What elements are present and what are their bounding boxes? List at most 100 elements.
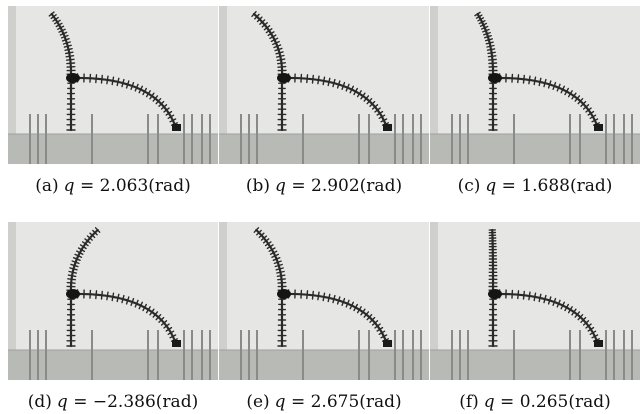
- segment-ring: [589, 114, 597, 120]
- caption-equals: =: [73, 392, 88, 412]
- segment-ring: [380, 118, 388, 123]
- segment-ring: [262, 238, 270, 244]
- segment-ring: [67, 278, 77, 281]
- segment-ring: [267, 31, 275, 37]
- caption-equals: =: [79, 176, 95, 196]
- segment-ring: [528, 291, 531, 301]
- caption-equals: =: [500, 392, 515, 412]
- segment-ring: [272, 257, 281, 261]
- segment-ring: [475, 14, 483, 19]
- segment-ring: [360, 308, 366, 316]
- segment-ring: [479, 22, 488, 27]
- segment-ring: [160, 104, 168, 110]
- segment-ring: [580, 100, 587, 107]
- floor: [430, 350, 640, 380]
- segment-ring: [266, 244, 274, 250]
- caption-value: 1.688: [521, 176, 570, 196]
- robot-photo-drawing: [430, 222, 640, 380]
- segment-ring: [374, 323, 381, 329]
- segment-ring: [163, 323, 170, 329]
- caption-variable: q: [63, 176, 75, 196]
- segment-ring: [167, 114, 175, 120]
- segment-ring: [353, 303, 359, 312]
- segment-ring: [376, 326, 384, 332]
- segment-ring: [488, 58, 497, 61]
- segment-ring: [371, 104, 379, 110]
- segment-ring: [95, 74, 98, 84]
- segment-ring: [100, 290, 104, 300]
- segment-ring: [138, 301, 144, 310]
- segment-ring: [481, 25, 489, 30]
- segment-ring: [277, 62, 287, 65]
- segment-ring: [270, 37, 279, 43]
- floor: [219, 134, 429, 164]
- segment-ring: [149, 308, 155, 316]
- caption-value: 0.265: [519, 392, 569, 412]
- segment-ring: [121, 78, 125, 88]
- segment-ring: [336, 296, 341, 305]
- segment-ring: [522, 290, 526, 300]
- segment-ring: [577, 97, 584, 105]
- segment-ring: [71, 260, 80, 265]
- end-clamp: [594, 340, 603, 347]
- segment-ring: [268, 247, 276, 252]
- segment-ring: [116, 77, 120, 87]
- segment-ring: [55, 22, 63, 28]
- segment-ring: [582, 320, 590, 326]
- segment-ring: [54, 19, 61, 25]
- segment-ring: [560, 301, 566, 310]
- segment-ring: [92, 229, 98, 236]
- segment-ring: [356, 306, 362, 314]
- segment-ring: [327, 77, 331, 87]
- segment-ring: [366, 313, 373, 321]
- wall-shadow: [219, 6, 227, 164]
- segment-ring: [585, 323, 592, 329]
- segment-ring: [517, 74, 520, 84]
- segment-ring: [276, 58, 286, 62]
- segment-ring: [276, 270, 285, 274]
- floor: [8, 350, 218, 380]
- caption-unit: (rad): [359, 392, 402, 412]
- segment-ring: [322, 292, 326, 302]
- segment-ring: [95, 290, 98, 300]
- caption-label: (a): [35, 176, 59, 196]
- segment-ring: [77, 247, 86, 253]
- segment-ring: [134, 299, 139, 308]
- segment-ring: [332, 294, 336, 304]
- segment-ring: [485, 41, 494, 45]
- segment-ring: [145, 306, 151, 314]
- segment-ring: [369, 316, 376, 323]
- segment-ring: [366, 97, 373, 105]
- segment-ring: [574, 95, 581, 102]
- panel-caption: (a) q = 2.063(rad): [0, 176, 230, 196]
- robot-photo: [8, 6, 218, 164]
- segment-ring: [116, 293, 120, 303]
- caption-variable: q: [274, 392, 286, 412]
- segment-ring: [488, 62, 498, 65]
- segment-ring: [125, 296, 130, 305]
- caption-label: (d): [27, 392, 52, 412]
- end-clamp: [172, 124, 181, 131]
- segment-ring: [311, 74, 315, 84]
- segment-ring: [254, 13, 260, 20]
- segment-ring: [265, 28, 273, 34]
- segment-ring: [152, 95, 159, 102]
- caption-label: (c): [457, 176, 481, 196]
- robot-photo-drawing: [219, 6, 429, 164]
- segment-ring: [591, 118, 599, 123]
- segment-ring: [81, 241, 89, 247]
- segment-ring: [552, 81, 557, 91]
- segment-ring: [552, 297, 557, 307]
- segment-ring: [130, 81, 135, 91]
- segment-ring: [317, 291, 320, 301]
- segment-ring: [274, 263, 283, 268]
- segment-ring: [486, 44, 495, 48]
- robot-photo: [219, 222, 429, 380]
- segment-ring: [167, 330, 175, 336]
- segment-ring: [269, 34, 277, 40]
- segment-ring: [138, 85, 144, 94]
- segment-ring: [169, 118, 177, 123]
- caption-variable: q: [485, 176, 497, 196]
- caption-value: −2.386: [92, 392, 156, 412]
